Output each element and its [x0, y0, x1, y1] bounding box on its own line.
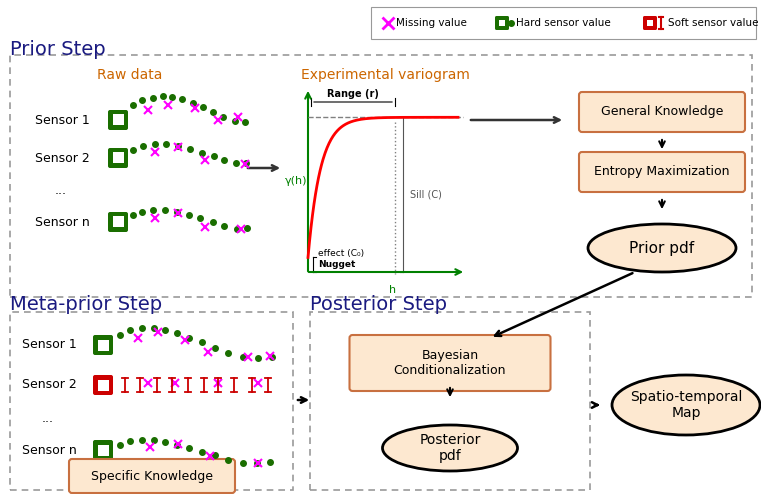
FancyBboxPatch shape: [371, 7, 756, 39]
FancyBboxPatch shape: [113, 115, 123, 125]
Text: effect (C₀): effect (C₀): [318, 249, 364, 258]
Text: h: h: [390, 285, 396, 295]
Ellipse shape: [383, 425, 517, 471]
FancyBboxPatch shape: [93, 375, 113, 395]
FancyBboxPatch shape: [647, 20, 653, 26]
FancyBboxPatch shape: [113, 216, 123, 228]
FancyBboxPatch shape: [10, 55, 752, 297]
Text: Sensor 1: Sensor 1: [35, 114, 90, 126]
Text: Prior Step: Prior Step: [10, 41, 106, 59]
Text: Spatio-temporal
Map: Spatio-temporal Map: [630, 390, 742, 420]
FancyBboxPatch shape: [93, 335, 113, 355]
FancyBboxPatch shape: [108, 110, 128, 130]
Text: Sensor 1: Sensor 1: [22, 338, 77, 352]
Text: Prior pdf: Prior pdf: [629, 241, 695, 255]
Text: ...: ...: [42, 412, 54, 424]
FancyBboxPatch shape: [108, 212, 128, 232]
FancyBboxPatch shape: [499, 20, 505, 26]
Text: Sill (C): Sill (C): [410, 190, 442, 200]
Ellipse shape: [612, 375, 760, 435]
Text: Sensor 2: Sensor 2: [35, 152, 90, 165]
FancyBboxPatch shape: [349, 335, 550, 391]
FancyBboxPatch shape: [495, 16, 509, 30]
Text: Bayesian
Conditionalization: Bayesian Conditionalization: [393, 349, 506, 377]
FancyBboxPatch shape: [97, 339, 109, 351]
Text: Specific Knowledge: Specific Knowledge: [91, 469, 213, 483]
Text: Posterior
pdf: Posterior pdf: [419, 433, 481, 463]
Text: Hard sensor value: Hard sensor value: [517, 18, 611, 28]
FancyBboxPatch shape: [643, 16, 657, 30]
Text: Nugget: Nugget: [318, 260, 355, 269]
FancyBboxPatch shape: [108, 148, 128, 168]
Text: Sensor n: Sensor n: [35, 215, 90, 229]
FancyBboxPatch shape: [97, 445, 109, 455]
Text: Raw data: Raw data: [97, 68, 163, 82]
Text: Soft sensor value: Soft sensor value: [667, 18, 758, 28]
Text: Entropy Maximization: Entropy Maximization: [594, 165, 730, 178]
Text: γ(h): γ(h): [285, 176, 307, 186]
Text: Posterior Step: Posterior Step: [310, 295, 447, 315]
Text: Sensor n: Sensor n: [22, 444, 77, 456]
FancyBboxPatch shape: [579, 152, 745, 192]
FancyBboxPatch shape: [10, 312, 293, 490]
Text: Meta-prior Step: Meta-prior Step: [10, 295, 162, 315]
Ellipse shape: [588, 224, 736, 272]
Text: General Knowledge: General Knowledge: [601, 106, 723, 119]
Text: Missing value: Missing value: [396, 18, 467, 28]
Text: Experimental variogram: Experimental variogram: [301, 68, 470, 82]
FancyBboxPatch shape: [310, 312, 590, 490]
FancyBboxPatch shape: [93, 440, 113, 460]
FancyBboxPatch shape: [113, 153, 123, 164]
FancyBboxPatch shape: [97, 379, 109, 390]
Text: Range (r): Range (r): [327, 89, 379, 99]
FancyBboxPatch shape: [69, 459, 235, 493]
FancyBboxPatch shape: [579, 92, 745, 132]
Text: Sensor 2: Sensor 2: [22, 378, 77, 392]
Text: ...: ...: [55, 183, 67, 197]
